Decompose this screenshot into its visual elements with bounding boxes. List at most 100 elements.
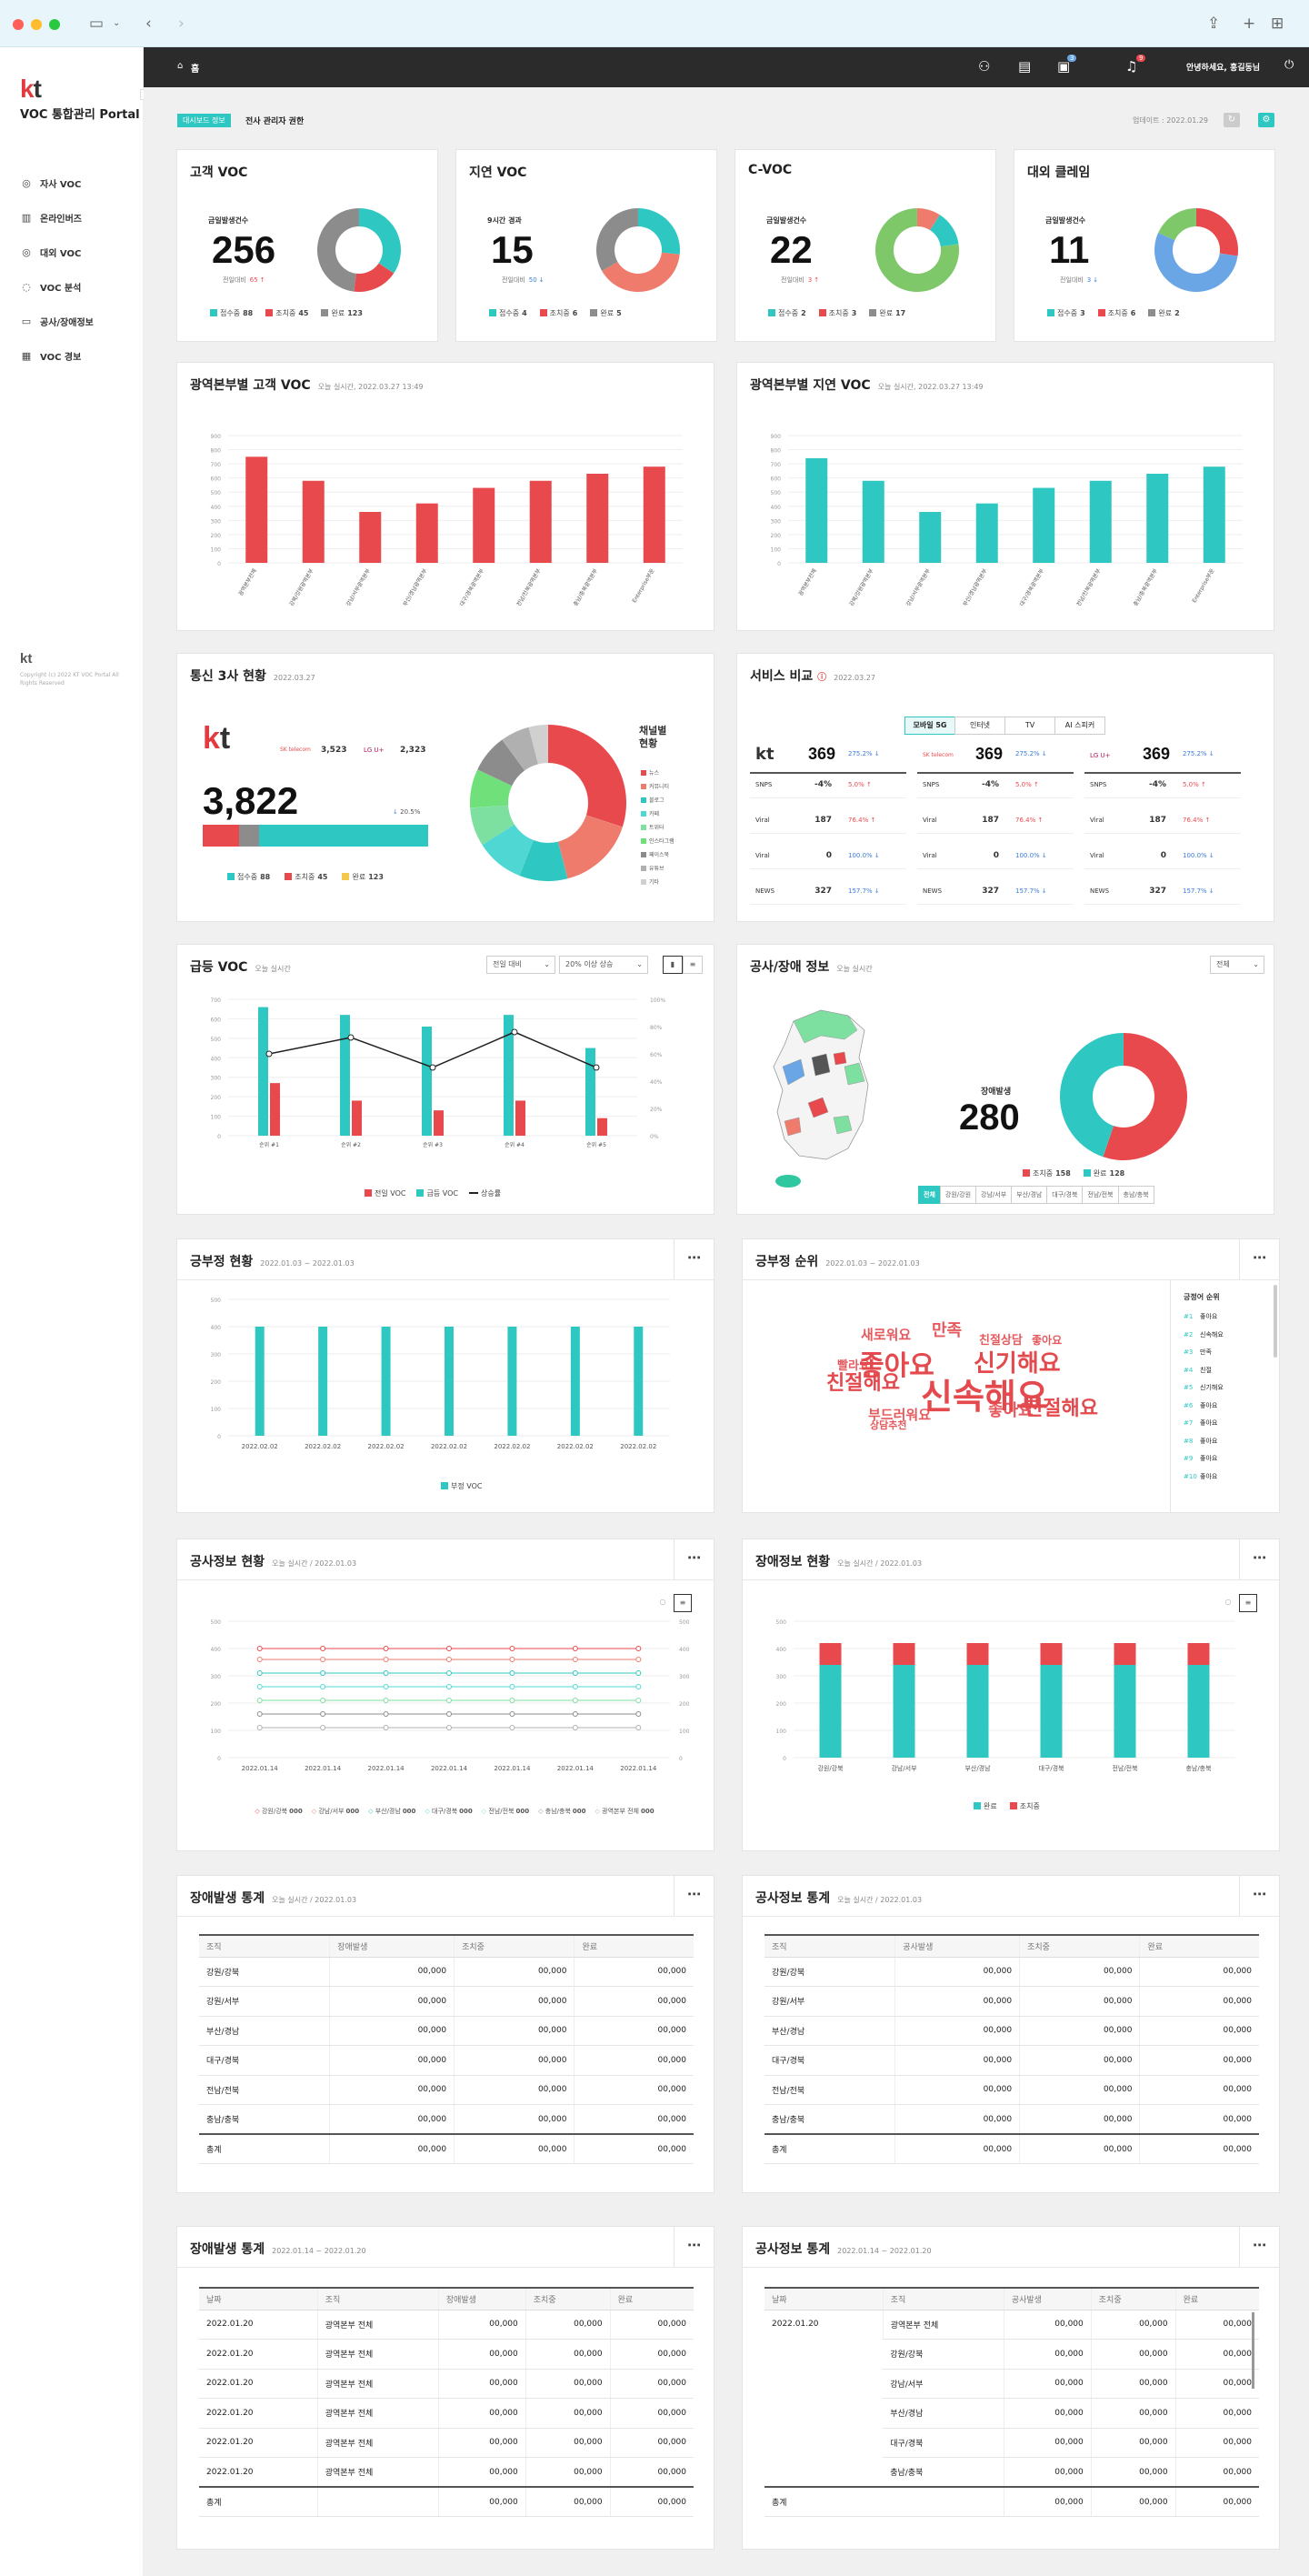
series-point[interactable] (383, 1725, 389, 1730)
region-tab[interactable]: 강남/서부 (975, 1186, 1013, 1204)
series-point[interactable] (446, 1725, 452, 1730)
table-row[interactable]: 전남/전북 00,000 00,000 00,000 (199, 2075, 694, 2105)
cloud-word[interactable]: 신속해요 (921, 1378, 1048, 1417)
ranking-item[interactable]: #7 좋아요 (1184, 1419, 1218, 1427)
table-row[interactable]: 2022.01.20 광역본부 전체 00,000 00,000 00,000 (199, 2339, 694, 2370)
more-button[interactable]: ⋯ (1239, 1539, 1279, 1579)
ranking-item[interactable]: #1 좋아요 (1184, 1313, 1218, 1320)
bar[interactable] (975, 503, 998, 563)
share-icon[interactable]: ⇪ (1207, 15, 1221, 33)
column-header[interactable]: 조직 (882, 2287, 1004, 2310)
channel-donut-slice[interactable] (557, 815, 623, 879)
line-view-icon[interactable]: ○ (654, 1594, 672, 1612)
series-point[interactable] (572, 1698, 578, 1703)
new-tab-icon[interactable]: + (1243, 15, 1256, 33)
user-icon[interactable]: ⚇ (978, 58, 991, 75)
prev-bar[interactable] (597, 1118, 607, 1136)
more-button[interactable]: ⋯ (674, 1239, 714, 1279)
channel-donut-slice[interactable] (482, 824, 534, 876)
cloud-word[interactable]: 좋아요 (1032, 1334, 1063, 1347)
table-row[interactable]: 강남/서부 00,000 00,000 00,000 (764, 2369, 1259, 2399)
column-header[interactable]: 공사발생 (1003, 2287, 1092, 2310)
kpi-donut-slice[interactable] (1158, 208, 1196, 241)
table-row[interactable]: 총계 00,000 00,000 00,000 (764, 2486, 1259, 2517)
series-point[interactable] (635, 1646, 642, 1651)
column-header[interactable]: 조치중 (1019, 1934, 1140, 1958)
channel-donut-slice[interactable] (548, 725, 626, 827)
prev-bar[interactable] (352, 1100, 362, 1136)
series-point[interactable] (509, 1725, 515, 1730)
column-header[interactable]: 공사발생 (894, 1934, 1020, 1958)
inprogress-bar[interactable] (1187, 1643, 1210, 1665)
series-point[interactable] (320, 1725, 326, 1730)
service-tab[interactable]: 인터넷 (954, 717, 1005, 735)
table-row[interactable]: 부산/경남 00,000 00,000 00,000 (764, 2398, 1259, 2429)
ranking-item[interactable]: #3 만족 (1184, 1348, 1212, 1356)
tab-overview-icon[interactable]: ⊞ (1271, 15, 1284, 33)
table-row[interactable]: 충남/충북 00,000 00,000 00,000 (199, 2104, 694, 2135)
kpi-donut-slice[interactable] (354, 263, 395, 292)
list-view-icon[interactable]: ≡ (674, 1594, 692, 1612)
column-header[interactable]: 날짜 (199, 2287, 318, 2310)
korea-map[interactable] (757, 1003, 884, 1194)
column-header[interactable]: 완료 (1174, 2287, 1259, 2310)
series-point[interactable] (635, 1725, 642, 1730)
kpi-card[interactable]: C-VOC 금일발생건수 22 전일대비 3 ↑ 접수중 2 조치중 3 완료 17 (734, 149, 996, 342)
cloud-word[interactable]: 새로워요 (861, 1328, 912, 1343)
ranking-item[interactable]: #2 신속해요 (1184, 1330, 1224, 1338)
series-point[interactable] (572, 1711, 578, 1717)
inprogress-bar[interactable] (966, 1643, 989, 1665)
done-bar[interactable] (819, 1665, 842, 1758)
list-view-icon[interactable]: ≡ (683, 956, 703, 974)
back-icon[interactable]: ‹ (145, 15, 152, 33)
series-point[interactable] (446, 1684, 452, 1689)
series-point[interactable] (446, 1670, 452, 1676)
series-point[interactable] (320, 1684, 326, 1689)
prev-bar[interactable] (434, 1110, 444, 1136)
table-row[interactable]: 강원/강북 00,000 00,000 00,000 (764, 1957, 1259, 1987)
ranking-item[interactable]: #9 좋아요 (1184, 1455, 1218, 1462)
region-tab[interactable]: 충남/충북 (1117, 1186, 1154, 1204)
bar[interactable] (507, 1327, 517, 1436)
forward-icon[interactable]: › (178, 15, 185, 33)
table-row[interactable]: 대구/경북 00,000 00,000 00,000 (764, 2045, 1259, 2076)
series-point[interactable] (446, 1711, 452, 1717)
series-point[interactable] (446, 1646, 452, 1651)
surge-bar[interactable] (340, 1015, 350, 1136)
series-point[interactable] (509, 1646, 515, 1651)
kpi-donut-slice[interactable] (359, 208, 401, 274)
home-breadcrumb[interactable]: 홈 (191, 65, 200, 75)
series-point[interactable] (383, 1711, 389, 1717)
inprogress-bar[interactable] (1040, 1643, 1063, 1665)
bar[interactable] (1089, 480, 1112, 563)
rate-point[interactable] (265, 1050, 273, 1057)
channel-donut-slice[interactable] (470, 769, 513, 808)
bar[interactable] (445, 1327, 454, 1436)
table-row[interactable]: 2022.01.20 광역본부 전체 00,000 00,000 00,000 (199, 2398, 694, 2429)
table-row[interactable]: 2022.01.20 광역본부 전체 00,000 00,000 00,000 (764, 2310, 1259, 2488)
table-row[interactable]: 총계 00,000 00,000 00,000 (199, 2486, 694, 2517)
sidebar-item[interactable]: ▥ 온라인버즈 (20, 200, 138, 235)
column-header[interactable]: 조직 (199, 1934, 330, 1958)
table-row[interactable]: 강원/강북 00,000 00,000 00,000 (199, 1957, 694, 1987)
region-select[interactable]: 전체 ⌄ (1210, 956, 1264, 974)
bar[interactable] (586, 474, 609, 563)
ranking-item[interactable]: #8 좋아요 (1184, 1437, 1218, 1445)
series-point[interactable] (383, 1698, 389, 1703)
threshold-select[interactable]: 20% 이상 상승 ⌄ (559, 956, 648, 974)
rate-point[interactable] (593, 1064, 600, 1071)
surge-bar[interactable] (258, 1007, 268, 1136)
surge-bar[interactable] (585, 1047, 595, 1136)
table-row[interactable]: 부산/경남 00,000 00,000 00,000 (199, 2016, 694, 2046)
channel-donut-slice[interactable] (502, 727, 539, 771)
bar[interactable] (302, 480, 325, 563)
outage-donut-slice[interactable] (1103, 1033, 1187, 1160)
kpi-donut-slice[interactable] (875, 208, 959, 292)
region-tab[interactable]: 강원/강원 (939, 1186, 977, 1204)
series-point[interactable] (635, 1711, 642, 1717)
prev-bar[interactable] (515, 1100, 525, 1136)
bell-icon[interactable]: ♫ (1125, 58, 1138, 75)
cloud-word[interactable]: 친절해요 (1024, 1397, 1098, 1419)
bar[interactable] (359, 512, 382, 563)
series-point[interactable] (446, 1657, 452, 1662)
